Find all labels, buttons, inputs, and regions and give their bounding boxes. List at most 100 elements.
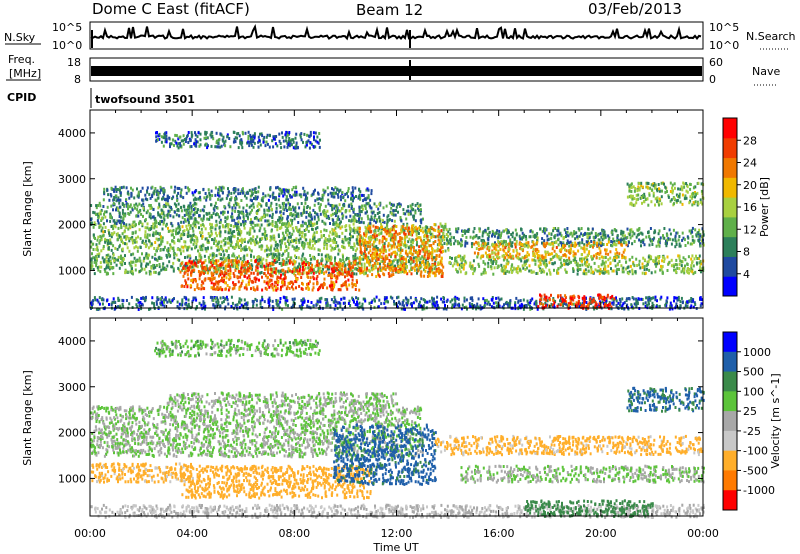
data-cell (429, 228, 432, 232)
data-cell (187, 269, 190, 273)
data-cell (210, 189, 213, 193)
data-cell (180, 252, 182, 256)
data-cell (190, 240, 193, 244)
data-cell (156, 231, 159, 235)
data-cell (392, 213, 395, 217)
data-cell (476, 305, 479, 309)
data-cell (666, 296, 669, 300)
data-cell (358, 187, 361, 191)
data-cell (292, 259, 295, 263)
data-cell (236, 237, 239, 241)
data-cell (507, 304, 510, 308)
data-cell (289, 195, 292, 199)
data-cell (353, 196, 355, 200)
data-cell (326, 209, 329, 213)
data-cell (441, 300, 444, 304)
data-cell (166, 300, 169, 304)
data-cell (208, 260, 211, 264)
data-cell (169, 243, 172, 247)
data-cell (161, 197, 163, 201)
data-cell (100, 208, 103, 212)
data-cell (443, 300, 446, 304)
data-cell (119, 198, 122, 202)
data-cell (105, 272, 108, 276)
data-cell (206, 146, 209, 150)
data-cell (352, 265, 354, 269)
data-cell (228, 238, 231, 242)
data-cell (149, 307, 152, 311)
data-cell (321, 196, 324, 200)
data-cell (264, 274, 267, 278)
data-cell (153, 304, 156, 308)
data-cell (93, 260, 96, 264)
data-cell (360, 267, 363, 271)
data-cell (202, 296, 205, 300)
data-cell (445, 300, 448, 303)
data-cell (330, 288, 333, 291)
data-cell (217, 264, 220, 268)
data-cell (408, 237, 411, 241)
data-cell (310, 213, 313, 217)
data-cell (160, 135, 163, 139)
data-cell (260, 198, 263, 202)
data-cell (303, 205, 306, 209)
data-cell (422, 260, 425, 263)
data-cell (211, 263, 214, 267)
data-cell (399, 258, 402, 262)
data-cell (154, 241, 157, 244)
data-cell (333, 283, 336, 287)
data-cell (221, 191, 224, 195)
data-cell (194, 235, 197, 238)
data-cell (117, 196, 120, 200)
data-cell (198, 144, 201, 148)
data-cell (340, 267, 343, 271)
data-cell (111, 301, 114, 305)
data-cell (362, 221, 365, 225)
data-cell (353, 219, 356, 223)
data-cell (447, 239, 450, 243)
data-cell (247, 307, 249, 311)
data-cell (296, 202, 299, 206)
data-cell (290, 260, 293, 264)
data-cell (146, 236, 149, 240)
data-cell (246, 190, 249, 194)
data-cell (422, 305, 425, 309)
data-cell (692, 298, 695, 302)
data-cell (103, 210, 106, 214)
data-cell (690, 304, 693, 308)
data-cell (213, 266, 216, 270)
data-cell (126, 191, 129, 195)
data-cell (345, 215, 348, 219)
data-cell (223, 260, 226, 264)
data-cell (160, 256, 163, 260)
data-cell (108, 303, 110, 306)
data-cell (102, 230, 105, 234)
data-cell (166, 248, 169, 252)
data-cell (287, 229, 290, 233)
data-cell (121, 203, 124, 206)
data-cell (282, 252, 285, 256)
data-cell (154, 257, 157, 261)
data-cell (173, 253, 175, 257)
data-cell (241, 146, 244, 150)
data-cell (226, 262, 229, 266)
data-cell (110, 187, 113, 191)
data-cell (160, 240, 163, 244)
data-cell (224, 307, 226, 311)
data-cell (259, 203, 262, 206)
data-cell (180, 220, 183, 224)
data-cell (659, 297, 662, 301)
data-cell (295, 141, 298, 145)
data-cell (338, 270, 341, 274)
data-cell (95, 264, 98, 268)
data-cell (641, 298, 644, 301)
data-cell (416, 268, 419, 272)
data-cell (292, 229, 295, 233)
data-cell (272, 305, 275, 309)
data-cell (400, 259, 403, 263)
data-cell (292, 208, 295, 212)
data-cell (314, 188, 316, 192)
data-cell (345, 283, 348, 287)
data-cell (353, 242, 356, 246)
data-cell (297, 247, 300, 250)
